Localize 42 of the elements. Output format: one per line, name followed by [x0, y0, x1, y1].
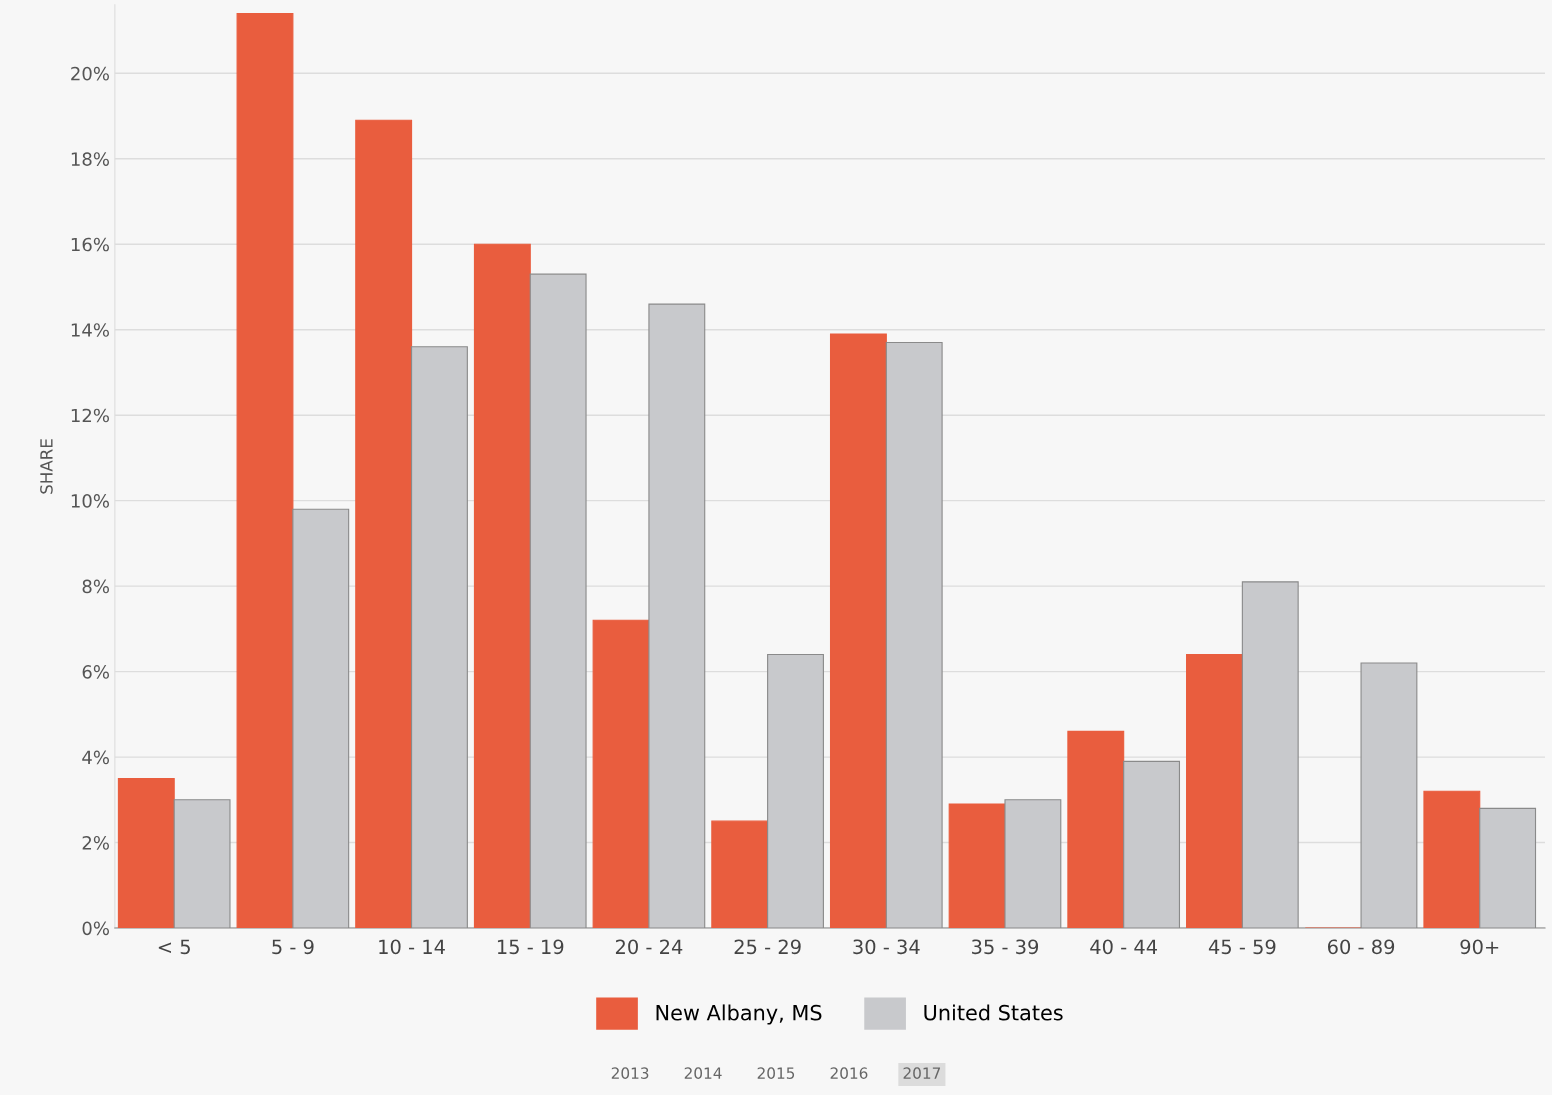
x-tick-label: 40 - 44: [1090, 939, 1158, 955]
bar: [1067, 730, 1125, 929]
y-tick-label: 6%: [82, 665, 109, 679]
y-tick-label: 2%: [82, 836, 109, 850]
x-tick-label: 30 - 34: [853, 939, 920, 955]
y-tick-label: 0%: [82, 921, 109, 936]
y-tick-label: 10%: [71, 494, 109, 508]
x-tick-label: < 5: [158, 939, 190, 955]
y-tick-label: 18%: [71, 152, 109, 166]
x-tick-label: 60 - 89: [1327, 939, 1395, 955]
x-tick-label: 25 - 29: [734, 939, 801, 955]
x-tick-label: 20 - 24: [615, 939, 683, 955]
bar: [355, 119, 413, 929]
x-tick-label: 10 - 14: [379, 939, 445, 955]
bar: [1423, 790, 1481, 929]
bar: [592, 619, 650, 929]
x-tick-label: 45 - 59: [1208, 939, 1276, 955]
y-tick-label: 14%: [71, 323, 109, 337]
bar: [1186, 653, 1243, 929]
legend-label: New Albany, MS: [656, 1004, 822, 1025]
bar: [117, 777, 175, 929]
bar: [236, 12, 294, 929]
text: 2013: [611, 1067, 649, 1079]
text: 2015: [757, 1067, 795, 1079]
x-tick-label: 35 - 39: [972, 939, 1039, 955]
y-tick-label: 8%: [82, 579, 109, 594]
x-tick-label: 5 - 9: [272, 939, 314, 955]
y-tick-label: 12%: [71, 408, 109, 423]
bar: [711, 820, 769, 929]
y-tick-label: 20%: [71, 66, 109, 81]
bar: [948, 803, 1006, 929]
text: 2014: [684, 1067, 722, 1079]
y-tick-label: 16%: [71, 237, 109, 252]
y-tick-label: 4%: [82, 750, 109, 765]
legend-label: United States: [924, 1004, 1063, 1021]
x-tick-label: 90+: [1460, 939, 1499, 955]
y-axis-title: SHARE: [40, 439, 53, 494]
bar: [473, 243, 531, 929]
x-tick-label: 15 - 19: [497, 939, 564, 955]
bar: [829, 333, 887, 929]
text: 2017: [903, 1067, 941, 1079]
text: 2016: [830, 1067, 868, 1079]
